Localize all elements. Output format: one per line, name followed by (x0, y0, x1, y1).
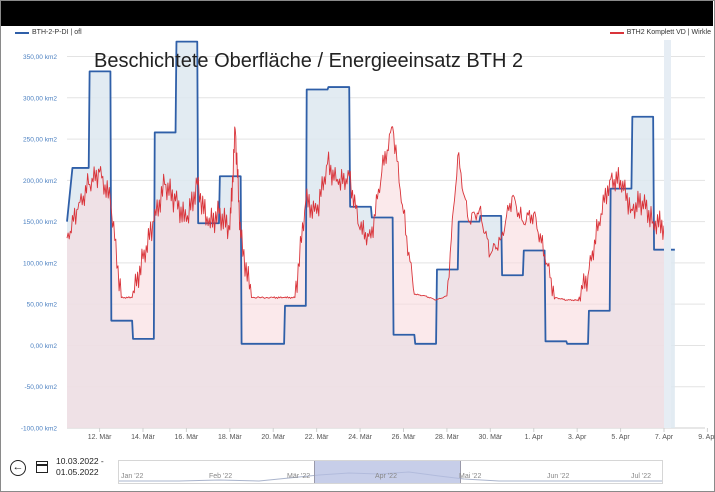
navigator-month-label: Apr '22 (375, 473, 397, 480)
navigator-month-label: Mai '22 (459, 473, 482, 480)
x-tick-label: 14. Mär (131, 434, 155, 441)
x-tick-label: 24. Mär (348, 434, 372, 441)
date-range-from: 10.03.2022 - (56, 456, 104, 466)
legend-item-ofl[interactable]: BTH-2-P-DI | ofl (15, 29, 82, 36)
x-tick-label: 16. Mär (175, 434, 199, 441)
series-line (66, 126, 665, 302)
navigator-month-label: Jun '22 (547, 473, 570, 480)
navigator-month-label: Mär '22 (287, 473, 311, 480)
chart-edge-band (664, 40, 671, 428)
footer-toolbar: ← 10.03.2022 - 01.05.2022 Jan '22 Feb '22… (0, 452, 715, 492)
x-axis-ticks: 12. Mär 14. Mär 16. Mär 18. Mär 20. Mär 22. M… (88, 428, 715, 441)
top-bar (1, 1, 713, 26)
legend-swatch-ofl (15, 31, 29, 34)
legend-label-wirkleistung: BTH2 Komplett VD | Wirkle (626, 29, 711, 36)
date-range[interactable]: 10.03.2022 - 01.05.2022 (56, 456, 104, 478)
navigator-month-label: Jan '22 (121, 473, 144, 480)
chart-title: Beschichtete Oberfläche / Energieeinsatz… (94, 50, 524, 72)
navigator-month-label: Feb '22 (209, 473, 233, 480)
y-tick-label: 300,00 km2 (23, 95, 57, 102)
x-tick-label: 22. Mär (305, 434, 329, 441)
x-tick-label: 12. Mär (88, 434, 112, 441)
x-tick-label: 1. Apr (525, 434, 544, 441)
x-tick-label: 9. Apr (698, 434, 715, 441)
x-tick-label: 5. Apr (611, 434, 630, 441)
x-tick-label: 30. Mär (478, 434, 502, 441)
x-tick-label: 28. Mär (435, 434, 459, 441)
date-range-to: 01.05.2022 (56, 467, 99, 477)
y-tick-label: 0,00 km2 (30, 343, 57, 350)
chart-svg: 350,00 km2 300,00 km2 250,00 km2 200,00 km2… (21, 40, 715, 441)
back-arrow-icon[interactable]: ← (10, 460, 26, 476)
y-tick-label: 50,00 km2 (27, 302, 58, 309)
y-tick-label: 200,00 km2 (23, 178, 57, 185)
legend-swatch-wirkleistung (609, 31, 624, 34)
legend-label-ofl: BTH-2-P-DI | ofl (32, 29, 82, 36)
y-tick-label: 100,00 km2 (23, 260, 57, 267)
navigator-month-label: Jul '22 (631, 473, 652, 480)
series-lines (66, 40, 675, 345)
time-navigator[interactable]: Jan '22 Feb '22 Mär '22 Apr '22 Mai '22 Jun '… (118, 460, 663, 484)
series-area (67, 126, 664, 429)
y-tick-label: -50,00 km2 (24, 384, 57, 391)
x-tick-label: 18. Mär (218, 434, 242, 441)
y-tick-label: -100,00 km2 (21, 426, 58, 433)
x-tick-label: 20. Mär (261, 434, 285, 441)
y-tick-label: 250,00 km2 (23, 137, 57, 144)
calendar-icon[interactable] (36, 461, 48, 473)
y-tick-label: 350,00 km2 (23, 54, 57, 61)
x-tick-label: 3. Apr (568, 434, 587, 441)
series-line (66, 40, 675, 345)
navigator-selection-window[interactable] (314, 461, 461, 483)
y-axis-ticks: 350,00 km2 300,00 km2 250,00 km2 200,00 km2… (21, 54, 58, 432)
legend-item-wirkleistung[interactable]: BTH2 Komplett VD | Wirkle (609, 29, 711, 36)
legend: BTH-2-P-DI | ofl BTH2 Komplett VD | Wirk… (1, 27, 713, 39)
x-tick-label: 26. Mär (392, 434, 416, 441)
x-tick-label: 7. Apr (655, 434, 674, 441)
y-tick-label: 150,00 km2 (23, 219, 57, 226)
